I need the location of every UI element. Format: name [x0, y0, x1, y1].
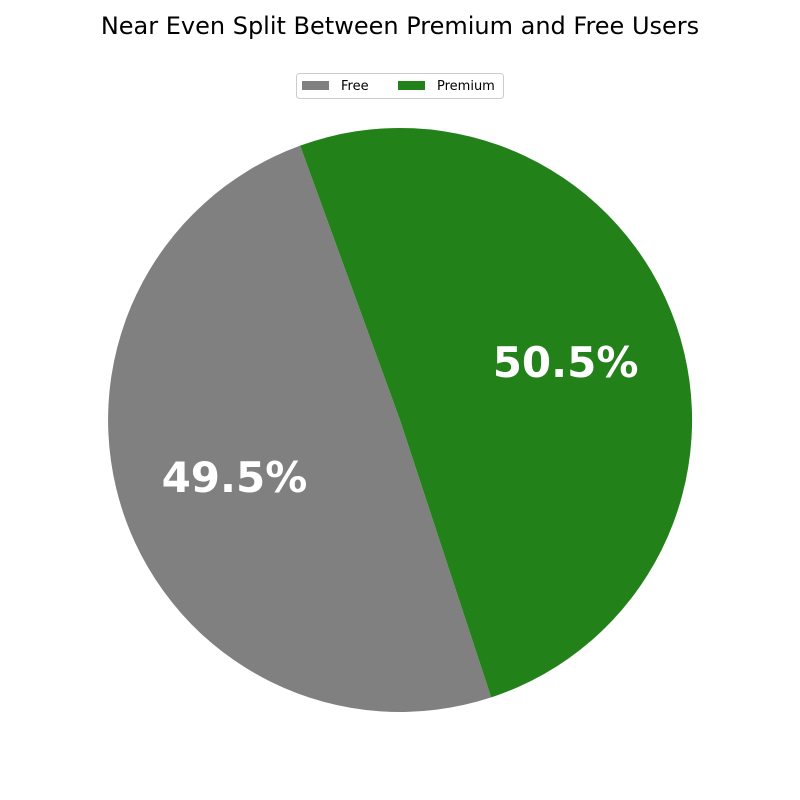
legend-swatch-free	[302, 81, 329, 90]
pie-slice-labels: 49.5% 50.5%	[162, 338, 639, 502]
slice-label-free: 49.5%	[162, 453, 308, 502]
chart-title: Near Even Split Between Premium and Free…	[101, 12, 699, 40]
legend-label-free: Free	[341, 79, 369, 94]
legend-label-premium: Premium	[437, 79, 495, 94]
legend-swatch-premium	[398, 81, 425, 90]
legend: Free Premium	[296, 73, 504, 99]
pie-slice-free	[108, 145, 492, 712]
slice-label-premium: 50.5%	[493, 338, 639, 387]
pie-slice-premium	[300, 127, 693, 698]
pie-slices	[108, 127, 693, 712]
